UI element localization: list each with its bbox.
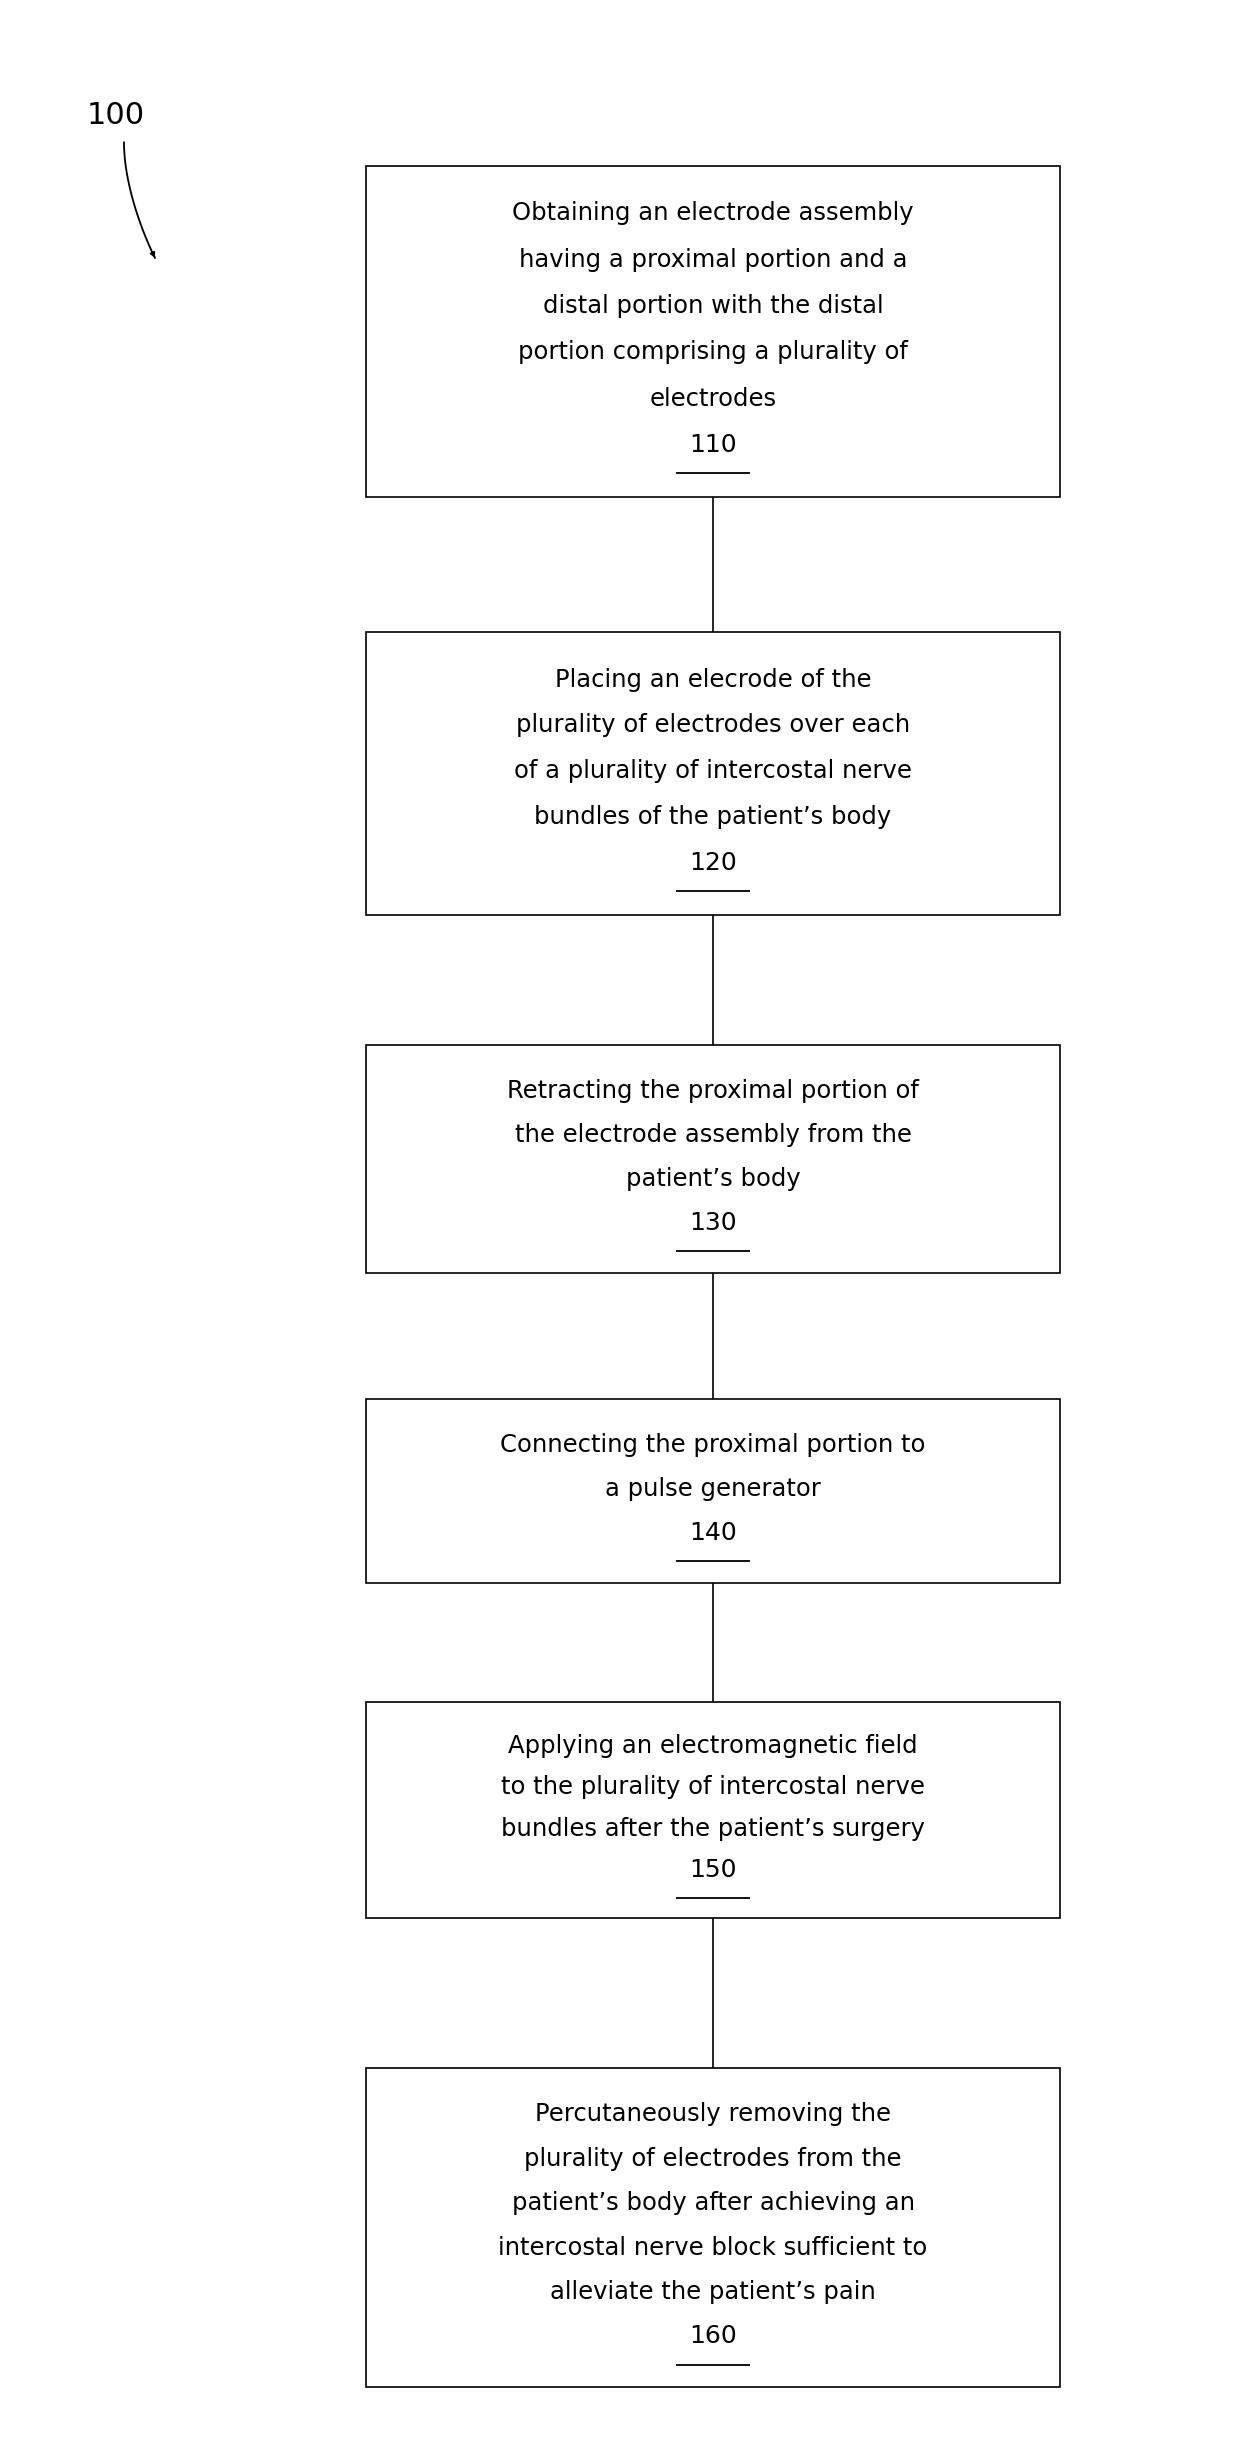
FancyBboxPatch shape xyxy=(366,2068,1060,2387)
Text: the electrode assembly from the: the electrode assembly from the xyxy=(515,1122,911,1147)
FancyBboxPatch shape xyxy=(366,1046,1060,1272)
Text: alleviate the patient’s pain: alleviate the patient’s pain xyxy=(551,2279,875,2304)
Text: of a plurality of intercostal nerve: of a plurality of intercostal nerve xyxy=(515,759,911,783)
Text: bundles after the patient’s surgery: bundles after the patient’s surgery xyxy=(501,1817,925,1840)
Text: Percutaneously removing the: Percutaneously removing the xyxy=(534,2102,892,2127)
Text: patient’s body: patient’s body xyxy=(626,1167,800,1191)
Text: 160: 160 xyxy=(689,2323,737,2348)
Text: electrodes: electrodes xyxy=(650,388,776,410)
Text: plurality of electrodes from the: plurality of electrodes from the xyxy=(525,2147,901,2171)
Text: to the plurality of intercostal nerve: to the plurality of intercostal nerve xyxy=(501,1776,925,1800)
Text: bundles of the patient’s body: bundles of the patient’s body xyxy=(534,806,892,830)
Text: 100: 100 xyxy=(87,101,145,130)
Text: distal portion with the distal: distal portion with the distal xyxy=(543,295,883,317)
Text: portion comprising a plurality of: portion comprising a plurality of xyxy=(518,341,908,363)
FancyBboxPatch shape xyxy=(366,1397,1060,1582)
Text: 150: 150 xyxy=(689,1857,737,1881)
FancyBboxPatch shape xyxy=(366,1702,1060,1918)
Text: intercostal nerve block sufficient to: intercostal nerve block sufficient to xyxy=(498,2235,928,2260)
Text: 140: 140 xyxy=(689,1520,737,1545)
Text: Obtaining an electrode assembly: Obtaining an electrode assembly xyxy=(512,201,914,226)
Text: patient’s body after achieving an: patient’s body after achieving an xyxy=(511,2191,915,2215)
Text: Placing an elecrode of the: Placing an elecrode of the xyxy=(554,668,872,693)
Text: Applying an electromagnetic field: Applying an electromagnetic field xyxy=(508,1734,918,1758)
Text: 130: 130 xyxy=(689,1211,737,1235)
Text: Connecting the proximal portion to: Connecting the proximal portion to xyxy=(500,1432,926,1456)
Text: 120: 120 xyxy=(689,852,737,874)
Text: 110: 110 xyxy=(689,432,737,457)
FancyBboxPatch shape xyxy=(366,631,1060,914)
Text: Retracting the proximal portion of: Retracting the proximal portion of xyxy=(507,1078,919,1103)
FancyBboxPatch shape xyxy=(366,167,1060,496)
Text: plurality of electrodes over each: plurality of electrodes over each xyxy=(516,715,910,737)
Text: a pulse generator: a pulse generator xyxy=(605,1476,821,1501)
Text: having a proximal portion and a: having a proximal portion and a xyxy=(518,248,908,273)
